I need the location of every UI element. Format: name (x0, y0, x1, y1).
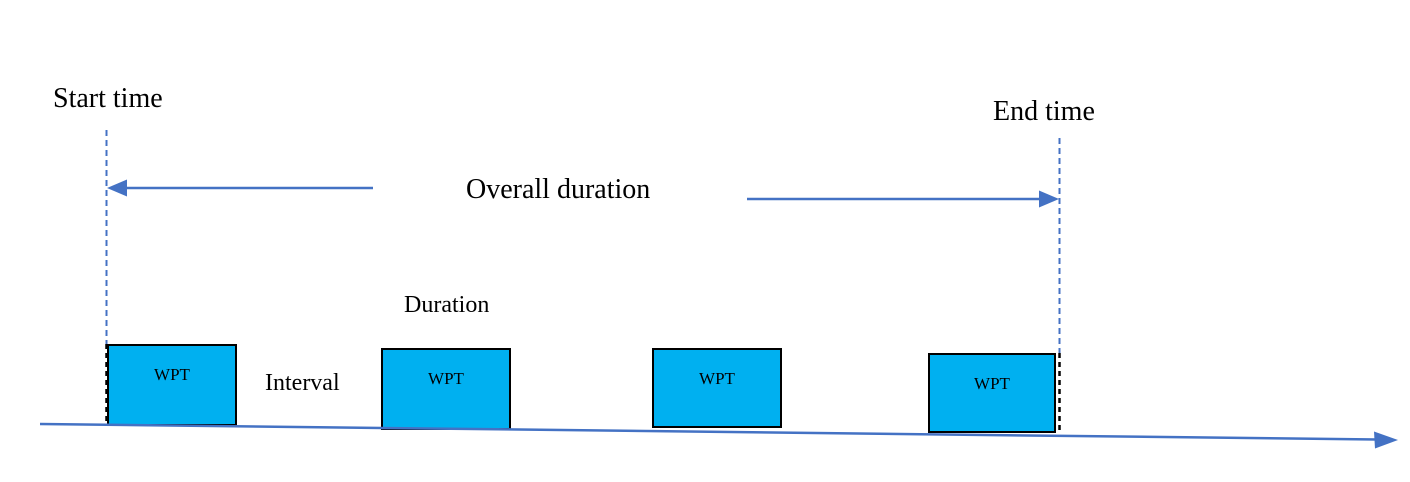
right-arrowhead-icon (1039, 190, 1059, 208)
interval-label: Interval (265, 370, 340, 396)
end-time-label: End time (993, 96, 1095, 127)
wpt-box-4-label: WPT (974, 374, 1010, 393)
wpt-box-1: WPT (107, 344, 237, 426)
wpt-box-2-label: WPT (428, 369, 464, 388)
left-arrowhead-icon (107, 179, 127, 197)
overall-duration-right-arrow (747, 190, 1059, 208)
timeline-arrowhead-icon (1374, 431, 1398, 449)
wpt-box-4: WPT (928, 353, 1056, 433)
wpt-box-3: WPT (652, 348, 782, 428)
duration-label: Duration (404, 292, 490, 318)
start-time-label: Start time (53, 83, 163, 114)
overall-duration-left-arrow (107, 179, 373, 197)
wpt-box-2: WPT (381, 348, 511, 430)
wpt-box-3-label: WPT (699, 369, 735, 388)
overall-duration-label: Overall duration (466, 174, 651, 205)
wpt-box-1-label: WPT (154, 365, 190, 384)
